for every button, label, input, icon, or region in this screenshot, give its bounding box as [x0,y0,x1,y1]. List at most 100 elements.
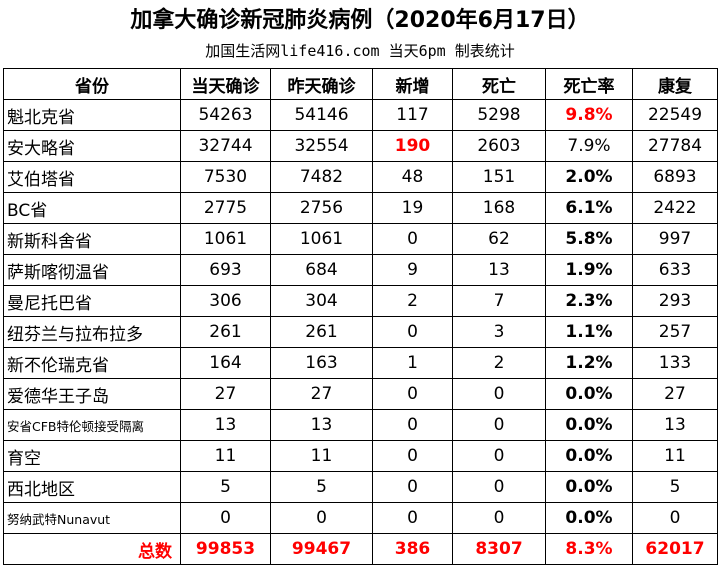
table-cell: 7482 [270,161,373,193]
table-cell: 54263 [180,99,271,131]
table-cell: 安大略省 [3,130,181,162]
table-cell: 13 [270,409,373,441]
table-cell: 2756 [270,192,373,224]
table-cell: 省份 [3,68,181,100]
table-cell: 1.1% [545,316,633,348]
table-cell: 安省CFB特伦顿接受隔离 [3,409,181,441]
table-cell: BC省 [3,192,181,224]
table-cell: 2 [372,285,453,317]
table-cell: 0 [372,316,453,348]
table-cell: 62 [452,223,546,255]
table-cell: 27 [270,378,373,410]
table-cell: 2422 [632,192,718,224]
table-cell: 0 [372,502,453,534]
table-row: BC省 2775 2756 19 168 6.1% 2422 [3,192,718,224]
table-row: 安大略省 32744 32554 190 2603 7.9% 27784 [3,130,718,162]
table-row: 爱德华王子岛 27 27 0 0 0.0% 27 [3,378,718,410]
table-cell: 163 [270,347,373,379]
table-cell: 0 [270,502,373,534]
table-cell: 6.1% [545,192,633,224]
table-row: 育空 11 11 0 0 0.0% 11 [3,440,718,472]
table-cell: 2 [452,347,546,379]
table-cell: 27784 [632,130,718,162]
table-cell: 0 [452,471,546,503]
table-cell: 997 [632,223,718,255]
table-cell: 261 [180,316,271,348]
table-cell: 1061 [270,223,373,255]
table-cell: 117 [372,99,453,131]
table-cell: 1.2% [545,347,633,379]
table-cell: 1061 [180,223,271,255]
table-cell: 13 [180,409,271,441]
table-row: 曼尼托巴省 306 304 2 7 2.3% 293 [3,285,718,317]
table-cell: 总数 [3,533,181,565]
table-cell: 7.9% [545,130,633,162]
table-cell: 5 [270,471,373,503]
table-cell: 32554 [270,130,373,162]
table-cell: 99467 [270,533,373,565]
table-cell: 99853 [180,533,271,565]
table-cell: 死亡率 [545,68,633,100]
table-cell: 西北地区 [3,471,181,503]
table-cell: 3 [452,316,546,348]
table-cell: 昨天确诊 [270,68,373,100]
table-cell: 62017 [632,533,718,565]
table-cell: 633 [632,254,718,286]
table-cell: 魁北克省 [3,99,181,131]
table-cell: 8.3% [545,533,633,565]
table-row: 西北地区 5 5 0 0 0.0% 5 [3,471,718,503]
table-row: 萨斯喀彻温省 693 684 9 13 1.9% 633 [3,254,718,286]
table-cell: 13 [452,254,546,286]
table-cell: 32744 [180,130,271,162]
table-cell: 133 [632,347,718,379]
table-cell: 168 [452,192,546,224]
table-cell: 5298 [452,99,546,131]
table-cell: 693 [180,254,271,286]
table-cell: 0 [180,502,271,534]
table-cell: 48 [372,161,453,193]
table-cell: 293 [632,285,718,317]
table-row: 努纳武特Nunavut 0 0 0 0 0.0% 0 [3,502,718,534]
table-cell: 1 [372,347,453,379]
table-cell: 27 [632,378,718,410]
table-cell: 11 [180,440,271,472]
table-cell: 0 [452,378,546,410]
table-row: 省份 当天确诊 昨天确诊 新增 死亡 死亡率 康复 [3,68,718,100]
table-cell: 22549 [632,99,718,131]
table-cell: 0 [372,223,453,255]
table-cell: 努纳武特Nunavut [3,502,181,534]
table-cell: 2.3% [545,285,633,317]
table-cell: 5.8% [545,223,633,255]
table-cell: 0 [452,409,546,441]
table-cell: 257 [632,316,718,348]
table-cell: 7530 [180,161,271,193]
table-cell: 306 [180,285,271,317]
table-cell: 5 [632,471,718,503]
table-cell: 7 [452,285,546,317]
table-cell: 5 [180,471,271,503]
table-cell: 6893 [632,161,718,193]
table-cell: 9 [372,254,453,286]
table-cell: 9.8% [545,99,633,131]
title: 加拿大确诊新冠肺炎病例（2020年6月17日） [130,8,590,33]
table-row: 安省CFB特伦顿接受隔离 13 13 0 0 0.0% 13 [3,409,718,441]
table-row: 新不伦瑞克省 164 163 1 2 1.2% 133 [3,347,718,379]
table-cell: 11 [632,440,718,472]
table-cell: 0 [452,502,546,534]
table: 省份 当天确诊 昨天确诊 新增 死亡 死亡率 康复 魁北克省 54263 54146 117 5298… [3,68,718,565]
table-row: 新斯科舍省 1061 1061 0 62 5.8% 997 [3,223,718,255]
table-cell: 386 [372,533,453,565]
table-row: 魁北克省 54263 54146 117 5298 9.8% 22549 [3,99,718,131]
table-cell: 11 [270,440,373,472]
table-cell: 8307 [452,533,546,565]
table-cell: 艾伯塔省 [3,161,181,193]
table-cell: 爱德华王子岛 [3,378,181,410]
table-cell: 当天确诊 [180,68,271,100]
table-cell: 新斯科舍省 [3,223,181,255]
table-cell: 190 [372,130,453,162]
table-cell: 2775 [180,192,271,224]
subtitle: 加国生活网life416.com 当天6pm 制表统计 [205,42,515,60]
table-cell: 684 [270,254,373,286]
table-cell: 19 [372,192,453,224]
